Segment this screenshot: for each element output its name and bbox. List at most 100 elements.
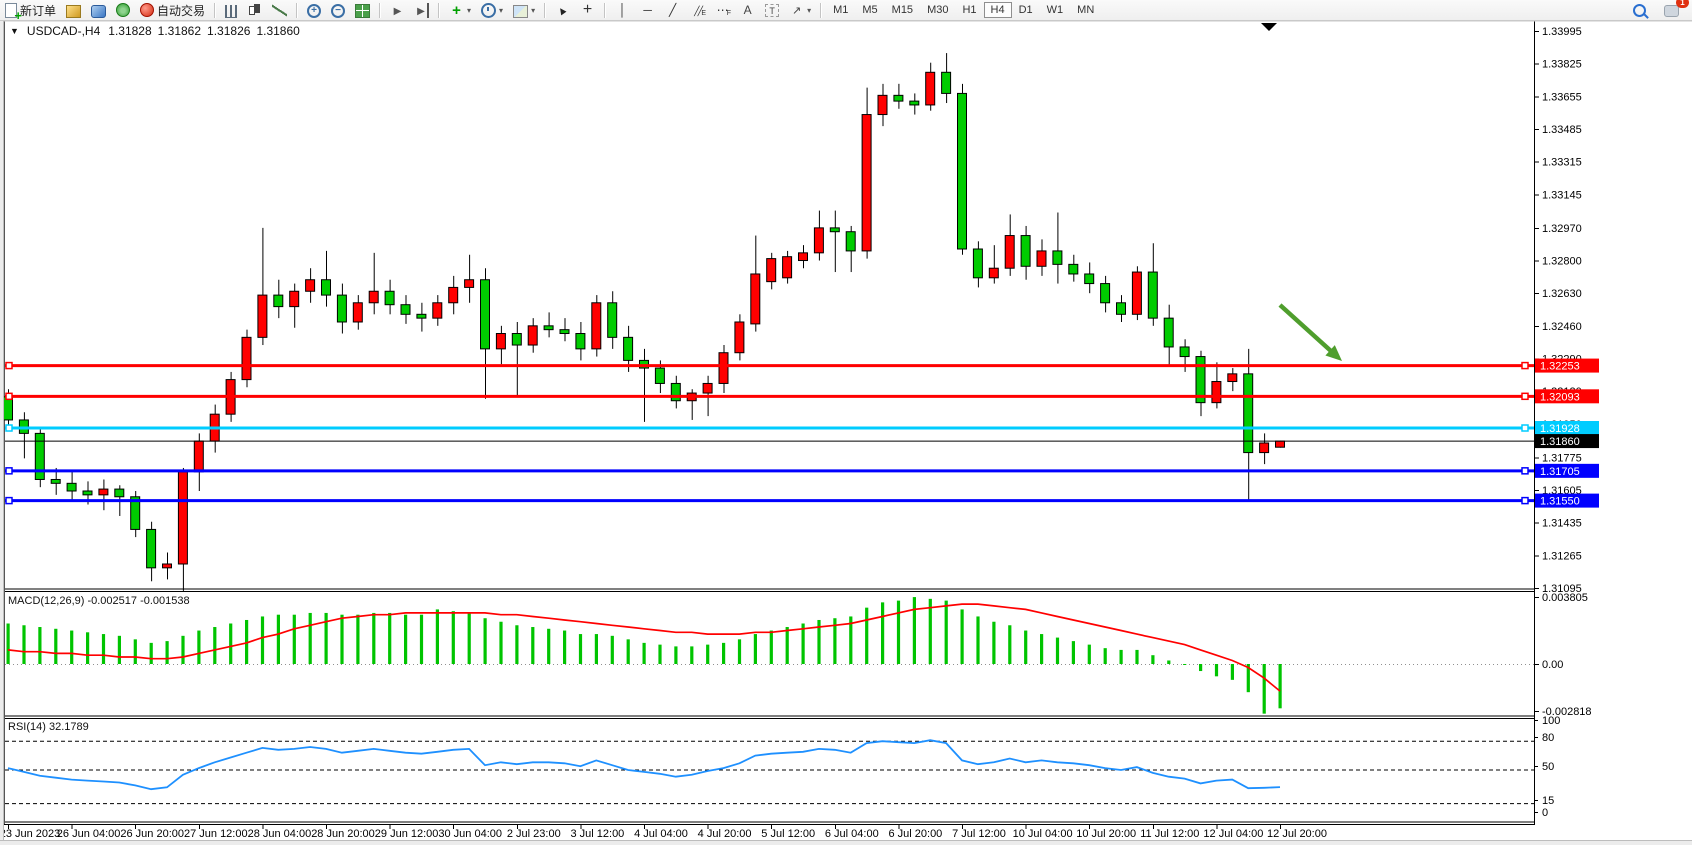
chart-shift-icon xyxy=(415,3,429,18)
zoom-out-icon xyxy=(331,4,345,18)
notifications-button[interactable]: 1 xyxy=(1659,1,1684,19)
search-button[interactable] xyxy=(1628,1,1651,19)
time-axis-label: 28 Jun 04:00 xyxy=(248,828,312,840)
horizontal-line-button[interactable] xyxy=(635,1,660,19)
fibonacci-button[interactable] xyxy=(710,1,735,19)
macd-axis-tick: 0.00 xyxy=(1542,659,1563,671)
price-label-text: 1.31705 xyxy=(1540,466,1580,478)
cursor-button[interactable] xyxy=(550,1,575,19)
chart-shift-button[interactable] xyxy=(410,1,434,19)
toolbar-separator xyxy=(544,3,546,18)
auto-trading-button[interactable]: 自动交易 xyxy=(135,1,210,19)
time-axis-label: 4 Jul 20:00 xyxy=(698,828,752,840)
template-button[interactable]: ▾ xyxy=(508,1,540,19)
symbol-dropdown-icon[interactable]: ▼ xyxy=(10,26,19,36)
price-label-text: 1.31550 xyxy=(1540,496,1580,508)
toolbar-separator xyxy=(296,3,298,18)
toolbar-separator xyxy=(214,3,216,18)
community-icon xyxy=(91,5,106,18)
timeframe-m30-button[interactable]: M30 xyxy=(920,2,955,18)
annotation-arrow[interactable] xyxy=(1280,305,1342,361)
chart-shift-marker[interactable] xyxy=(1261,23,1277,31)
arrows-icon xyxy=(789,3,804,18)
vline-icon xyxy=(615,3,630,18)
price-label-text: 1.32253 xyxy=(1540,361,1580,373)
price-label-text: 1.32093 xyxy=(1540,391,1580,403)
auto-trading-icon xyxy=(140,3,154,17)
timeframe-m15-button[interactable]: M15 xyxy=(885,2,920,18)
tile-icon xyxy=(355,4,370,18)
fibonacci-icon xyxy=(715,3,730,18)
macd-axis-tick: 0.003805 xyxy=(1542,592,1588,604)
equidistant-channel-button[interactable] xyxy=(685,1,710,19)
rsi-axis-tick: 50 xyxy=(1542,761,1554,773)
time-axis-label: 12 Jul 20:00 xyxy=(1267,828,1327,840)
time-axis-label: 10 Jul 04:00 xyxy=(1013,828,1073,840)
zoom-out-button[interactable] xyxy=(326,1,350,19)
line-handle xyxy=(1522,468,1528,474)
toolbar-separator xyxy=(438,3,440,18)
candles-layer[interactable] xyxy=(4,53,1285,591)
timeframe-m1-button[interactable]: M1 xyxy=(826,2,855,18)
candles-icon xyxy=(247,3,262,18)
arrows-button[interactable]: ▾ xyxy=(784,1,816,19)
price-axis-tick: 1.33655 xyxy=(1542,91,1582,103)
line-handle xyxy=(6,425,12,431)
price-axis-tick: 1.33145 xyxy=(1542,189,1582,201)
timeframe-h1-button[interactable]: H1 xyxy=(955,2,983,18)
line-chart-button[interactable] xyxy=(267,1,292,19)
rsi-axis-tick: 15 xyxy=(1542,795,1554,807)
bar-chart-button[interactable] xyxy=(220,1,242,19)
quote-high: 1.31862 xyxy=(158,24,201,38)
new-chart-button[interactable]: ▾ xyxy=(444,1,476,19)
auto-scroll-button[interactable] xyxy=(385,1,410,19)
price-axis-tick: 1.33485 xyxy=(1542,124,1582,136)
price-axis-tick: 1.32800 xyxy=(1542,256,1582,268)
time-axis-label: 27 Jun 12:00 xyxy=(184,828,248,840)
period-button[interactable]: ▾ xyxy=(476,1,508,19)
new-order-icon xyxy=(5,3,17,18)
trendline-button[interactable] xyxy=(660,1,685,19)
price-axis[interactable]: 1.339951.338251.336551.334851.333151.331… xyxy=(1534,26,1599,595)
cursor-icon xyxy=(555,3,570,18)
crosshair-button[interactable] xyxy=(575,1,600,19)
line-handle xyxy=(1522,393,1528,399)
signals-icon xyxy=(116,3,130,17)
text-label-button[interactable] xyxy=(760,1,784,19)
chart-symbol: USDCAD-,H4 xyxy=(27,24,100,38)
community-button[interactable] xyxy=(86,1,111,19)
clock-icon xyxy=(481,3,496,18)
dropdown-caret-icon: ▾ xyxy=(467,6,471,15)
rsi-line xyxy=(8,740,1280,789)
time-axis-label: 26 Jun 04:00 xyxy=(57,828,121,840)
trendline-icon xyxy=(665,3,680,18)
zoom-in-button[interactable] xyxy=(302,1,326,19)
search-icon xyxy=(1633,4,1646,17)
timeframe-d1-button[interactable]: D1 xyxy=(1012,2,1040,18)
price-axis-tick: 1.31435 xyxy=(1542,518,1582,530)
signals-button[interactable] xyxy=(111,1,135,19)
timeframe-mn-button[interactable]: MN xyxy=(1070,2,1101,18)
price-axis-tick: 1.33825 xyxy=(1542,59,1582,71)
window-bottom-edge xyxy=(0,840,1692,845)
toolbar-separator xyxy=(820,3,822,18)
label-icon xyxy=(765,4,779,17)
line-handle xyxy=(6,363,12,369)
new-order-button[interactable]: 新订单 xyxy=(0,1,61,19)
candlestick-chart-button[interactable] xyxy=(242,1,267,19)
quote-close: 1.31860 xyxy=(256,24,299,38)
tile-windows-button[interactable] xyxy=(350,1,375,19)
time-axis-label: 29 Jun 12:00 xyxy=(375,828,439,840)
vertical-line-button[interactable] xyxy=(610,1,635,19)
timeframe-m5-button[interactable]: M5 xyxy=(855,2,884,18)
chart-shift[interactable] xyxy=(1261,23,1277,31)
metaeditor-button[interactable] xyxy=(61,1,86,19)
timeframe-h4-button[interactable]: H4 xyxy=(984,2,1012,18)
timeframe-w1-button[interactable]: W1 xyxy=(1040,2,1071,18)
text-button[interactable] xyxy=(735,1,760,19)
